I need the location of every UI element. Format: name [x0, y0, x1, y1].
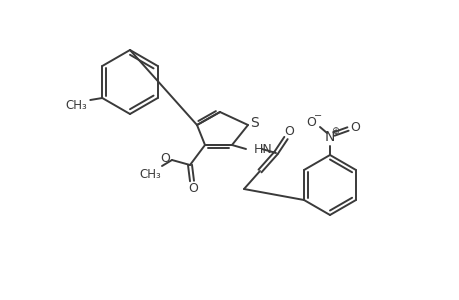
Text: ⊕: ⊕	[330, 126, 338, 136]
Text: O: O	[305, 116, 315, 128]
Text: S: S	[250, 116, 259, 130]
Text: N: N	[324, 130, 335, 144]
Text: CH₃: CH₃	[139, 167, 161, 181]
Text: HN: HN	[253, 142, 272, 155]
Text: O: O	[188, 182, 197, 194]
Text: O: O	[349, 121, 359, 134]
Text: O: O	[160, 152, 169, 164]
Text: −: −	[313, 111, 321, 121]
Text: CH₃: CH₃	[65, 98, 87, 112]
Text: O: O	[284, 124, 293, 137]
